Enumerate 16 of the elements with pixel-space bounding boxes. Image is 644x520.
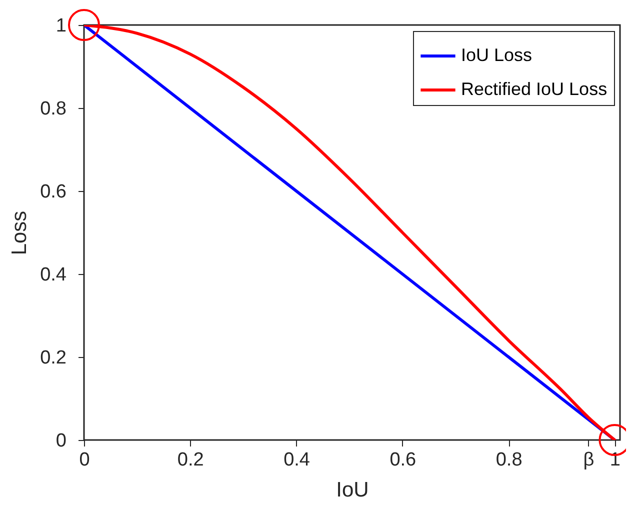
y-tick-label: 0.8 [40,98,66,120]
y-tick-label: 0.4 [40,264,67,286]
y-tick-label: 0.2 [40,348,66,368]
y-tick-label: 0.6 [40,182,66,202]
x-tick-label: 0.6 [390,450,416,470]
x-tick-label: 0 [79,450,90,470]
y-tick-label: 1 [56,16,66,36]
x-tick-label: 0.8 [496,450,522,470]
legend-label: IoU Loss [461,45,532,65]
x-tick-label: β [583,450,594,470]
x-axis-title: IoU [336,478,369,502]
x-tick-label: 0.2 [177,450,204,470]
legend-label: Rectified IoU Loss [461,79,608,99]
y-tick-label: 0 [56,430,66,452]
y-axis-title: Loss [8,210,32,256]
x-tick-label: 0.4 [284,450,310,470]
